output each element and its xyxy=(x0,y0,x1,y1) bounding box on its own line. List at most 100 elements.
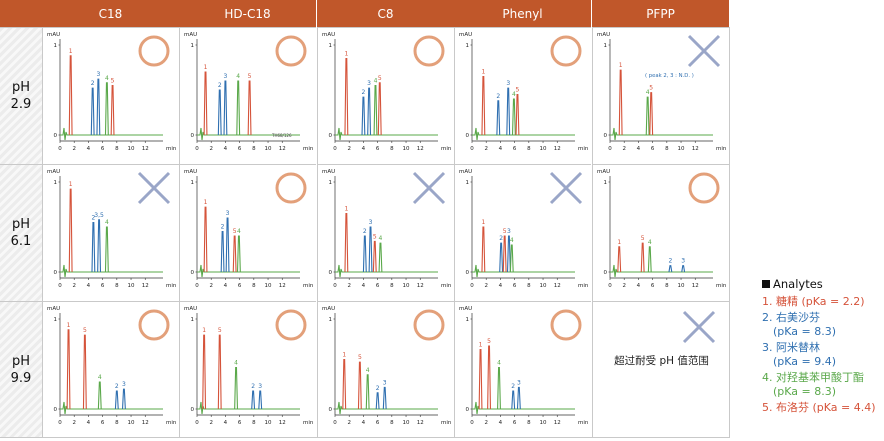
x-tick-label: 0 xyxy=(58,146,62,152)
peak-4 xyxy=(236,235,241,273)
chart-cell-c8-29: mAU 1 0 0 2 4 6 8 10 12 min 1 2 3 4 5 xyxy=(317,27,454,164)
chart-cell-phenyl-99: mAU 1 0 0 2 4 6 8 10 12 min 1 5 4 2 3 xyxy=(454,301,591,438)
peak-1 xyxy=(66,329,71,410)
peak-5 xyxy=(640,242,645,273)
peak-3 xyxy=(121,388,126,410)
peak-3 xyxy=(516,386,521,410)
chart-cell-c8-99: mAU 1 0 0 2 4 6 8 10 12 min 1 5 4 2 3 xyxy=(317,301,454,438)
result-ok-circle-icon xyxy=(138,35,170,67)
result-ng-cross-icon xyxy=(137,171,171,205)
baseline-trace xyxy=(60,127,163,141)
x-tick-label: 12 xyxy=(279,146,286,152)
peak-label-1: 1 xyxy=(479,342,483,349)
legend-item-1: 1. 糖精 (pKa = 2.2) xyxy=(762,295,884,309)
x-tick-label: 2 xyxy=(622,146,626,152)
x-tick-label: 8 xyxy=(665,146,669,152)
x-tick-label: 8 xyxy=(115,420,119,426)
x-tick-label: 4 xyxy=(224,420,228,426)
x-tick-label: 0 xyxy=(333,146,337,152)
x-tick-label: 0 xyxy=(608,283,612,289)
result-ng-cross-icon xyxy=(682,310,716,344)
x-tick-label: 12 xyxy=(142,146,149,152)
x-tick-label: 8 xyxy=(252,420,256,426)
column-header-phenyl: Phenyl xyxy=(454,0,592,27)
row-label-text: pH xyxy=(11,80,31,95)
peak-label-4: 4 xyxy=(379,235,383,242)
grid-border-bottom xyxy=(0,437,730,438)
peak-3 xyxy=(258,390,263,410)
y-axis-label: mAU xyxy=(47,169,60,175)
peak-label-1: 1 xyxy=(481,69,485,76)
x-tick-label: 6 xyxy=(513,146,517,152)
peak-1 xyxy=(342,358,347,410)
x-axis-unit: min xyxy=(166,283,177,289)
peak-label-5: 5 xyxy=(378,75,382,82)
chromatogram-svg xyxy=(682,310,716,344)
x-tick-label: 12 xyxy=(142,420,149,426)
legend-item-3: 3. 阿米替林 (pKa = 9.4) xyxy=(762,341,884,369)
column-header-hd-c18: HD-C18 xyxy=(179,0,317,27)
peak-label-3: 3 xyxy=(369,219,373,226)
x-tick-label: 2 xyxy=(209,420,213,426)
x-tick-label: 4 xyxy=(499,420,503,426)
nd-note: ( peak 2, 3 : N.D. ) xyxy=(645,73,694,79)
peak-label-3: 3 xyxy=(517,379,521,386)
chart-cell-c18-61: mAU 1 0 0 2 4 6 8 10 12 min 1 2 3,5 4 xyxy=(42,164,179,301)
row-label-text: pH xyxy=(11,217,31,232)
x-tick-label: 2 xyxy=(622,283,626,289)
chart-cell-hd-c18-29: mAU 1 0 0 2 4 6 8 10 12 min 1 2 3 4 5 TH68/126 xyxy=(179,27,316,164)
peak-label-3: 3,5 xyxy=(94,212,104,219)
peak-label-5: 5 xyxy=(373,233,377,240)
peak-5 xyxy=(649,92,654,136)
peak-label-4: 4 xyxy=(234,360,238,367)
x-tick-label: 2 xyxy=(72,283,76,289)
x-tick-label: 10 xyxy=(678,283,685,289)
result-ok-circle-icon xyxy=(138,309,170,341)
peak-3 xyxy=(506,235,511,273)
x-axis-unit: min xyxy=(166,146,177,152)
x-tick-label: 12 xyxy=(692,146,699,152)
peak-label-4: 4 xyxy=(237,228,241,235)
peak-label-4: 4 xyxy=(236,73,240,80)
peak-2 xyxy=(114,390,119,410)
x-tick-label: 10 xyxy=(403,146,410,152)
x-tick-label: 0 xyxy=(195,420,199,426)
chart-cell-phenyl-29: mAU 1 0 0 2 4 6 8 10 12 min 1 2 3 4 5 xyxy=(454,27,591,164)
x-tick-label: 12 xyxy=(554,283,561,289)
baseline-trace xyxy=(472,127,575,141)
y-axis-label: mAU xyxy=(47,32,60,38)
y-tick-label: 0 xyxy=(466,270,470,276)
x-tick-label: 12 xyxy=(554,146,561,152)
x-axis-unit: min xyxy=(441,420,452,426)
x-tick-label: 0 xyxy=(470,283,474,289)
chart-cell-pfpp-29: mAU 1 0 0 2 4 6 8 10 12 min 1 4 5( peak 2, 3 : N.D. ) xyxy=(592,27,729,164)
x-tick-label: 8 xyxy=(527,283,531,289)
peak-label-4: 4 xyxy=(497,360,501,367)
result-ok-circle-icon xyxy=(550,35,582,67)
peak-label-3: 3 xyxy=(223,73,227,80)
peak-label-2: 2 xyxy=(91,215,95,222)
result-ng-cross-icon xyxy=(687,34,721,68)
x-tick-label: 12 xyxy=(279,283,286,289)
x-axis-unit: min xyxy=(441,283,452,289)
peak-label-3: 3 xyxy=(507,228,511,235)
peak-3 xyxy=(506,87,511,136)
peak-label-2: 2 xyxy=(91,80,95,87)
y-tick-label: 1 xyxy=(329,317,333,323)
x-tick-label: 2 xyxy=(209,283,213,289)
x-tick-label: 2 xyxy=(347,146,351,152)
x-tick-label: 2 xyxy=(484,146,488,152)
y-axis-label: mAU xyxy=(184,169,197,175)
peak-2 xyxy=(217,89,222,136)
peak-3 xyxy=(368,226,373,273)
legend-item-2: 2. 右美沙芬 (pKa = 8.3) xyxy=(762,311,884,339)
peak-label-5: 5 xyxy=(248,73,252,80)
peak-5 xyxy=(372,240,377,273)
out-of-range-note: 超过耐受 pH 值范围 xyxy=(614,355,709,367)
x-tick-label: 0 xyxy=(195,283,199,289)
legend-label: 3. 阿米替林 xyxy=(762,341,820,354)
x-tick-label: 4 xyxy=(637,283,641,289)
peak-3 xyxy=(225,217,230,273)
